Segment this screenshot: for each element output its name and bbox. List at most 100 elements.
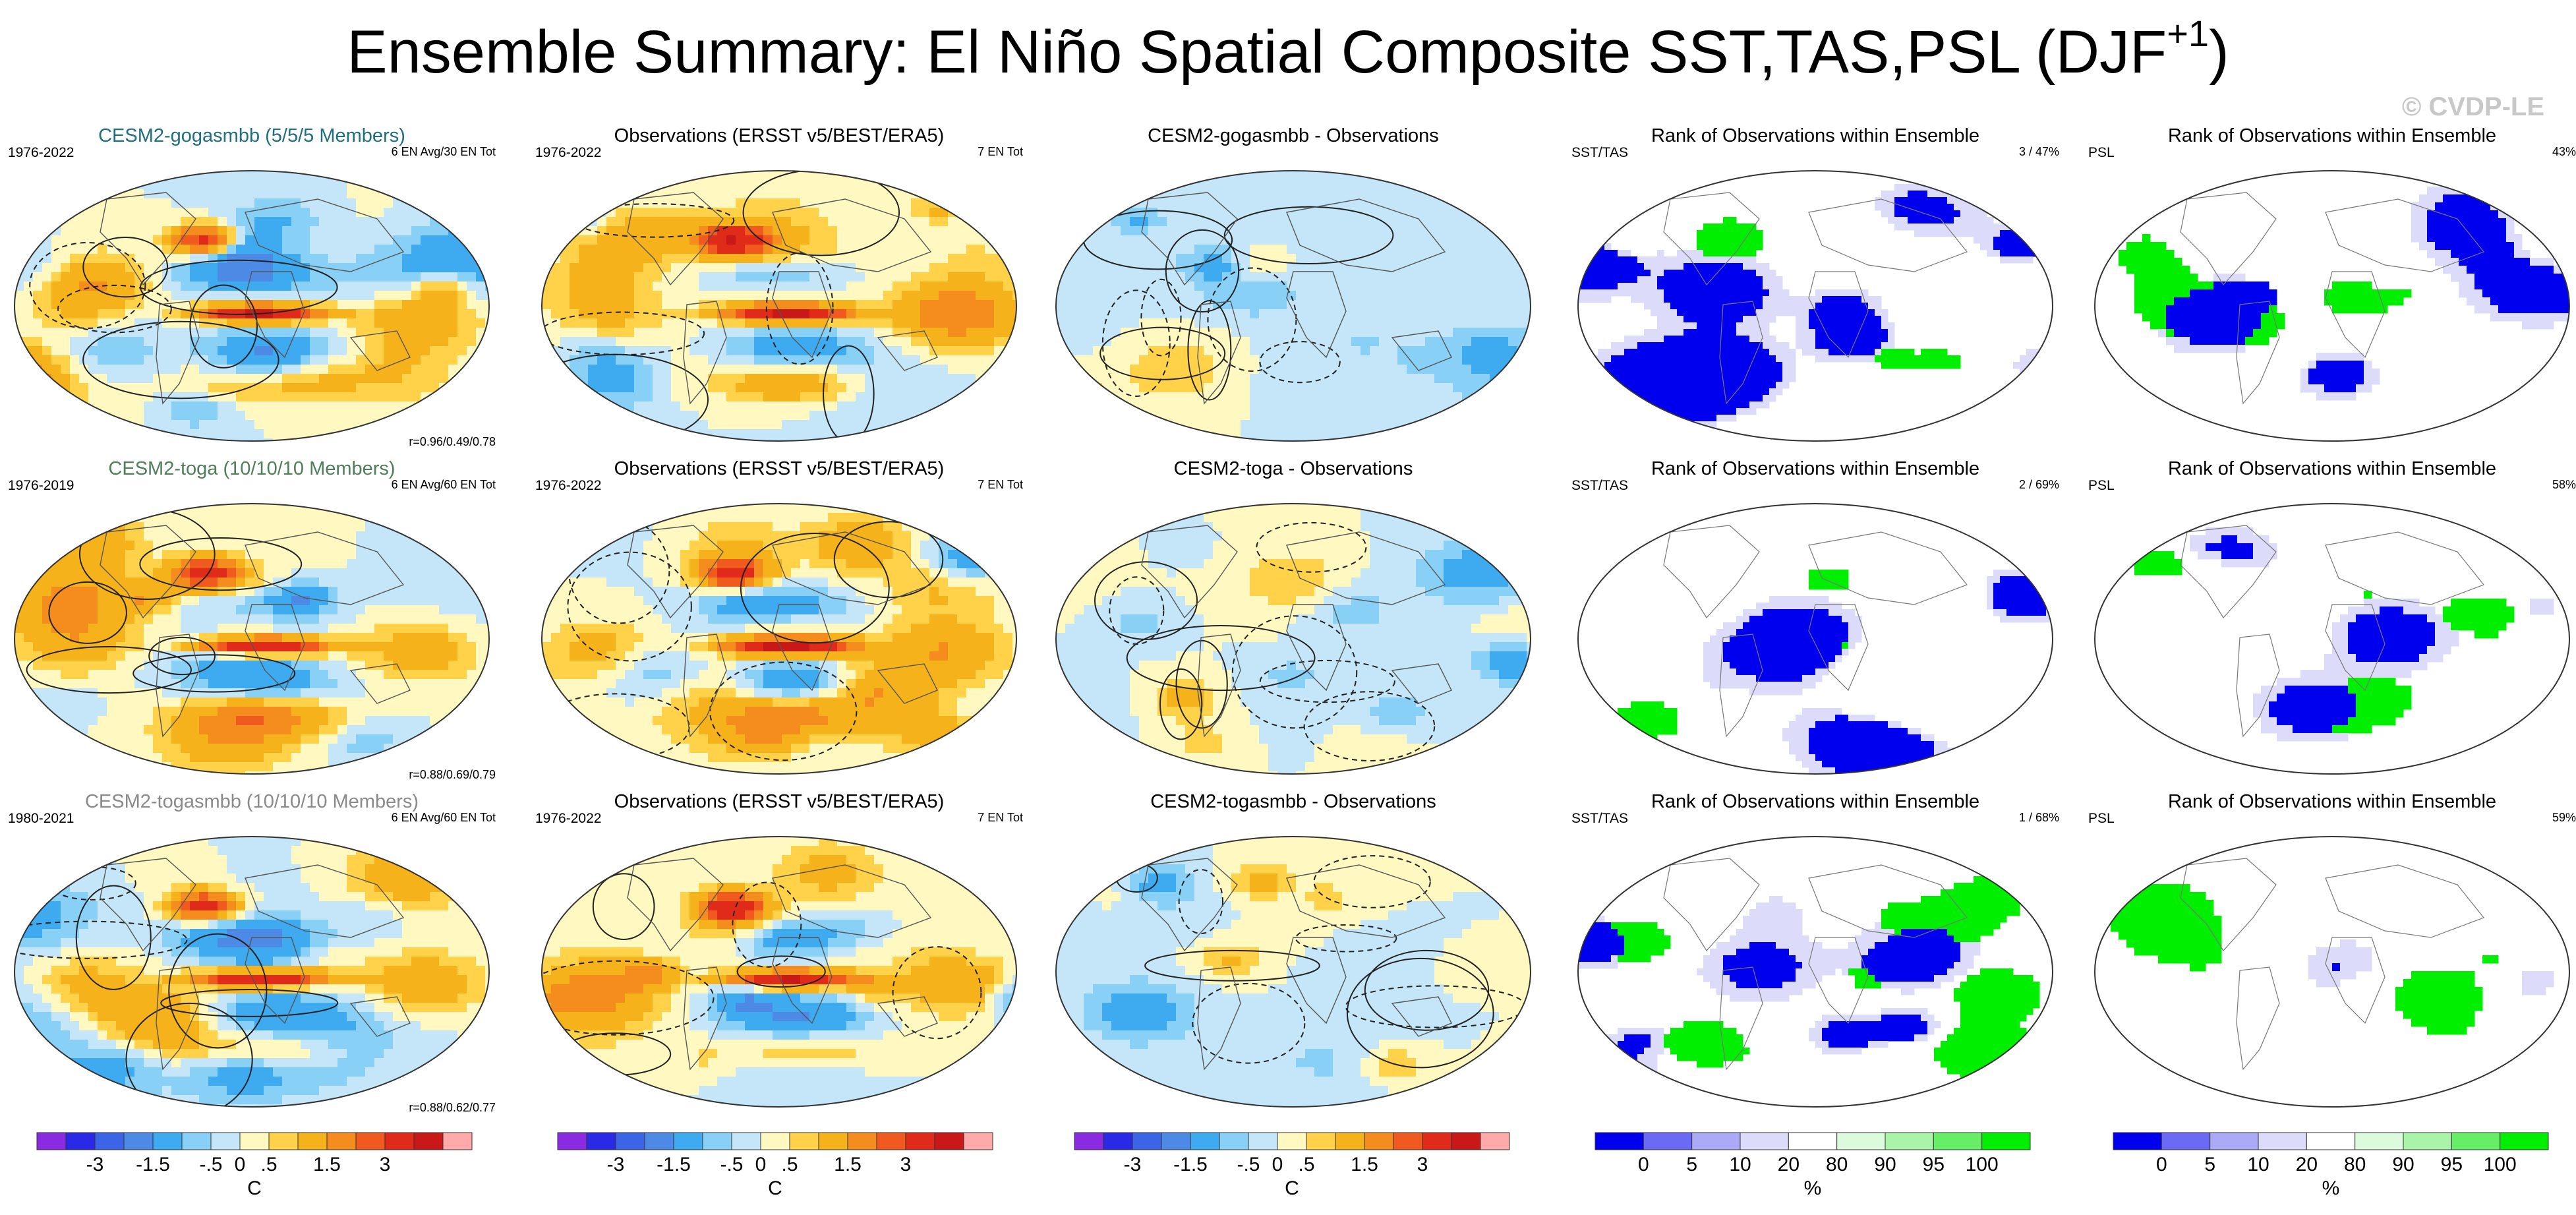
- colorbar-tick-label: 1.5: [834, 1154, 862, 1175]
- coastline: [2325, 271, 2386, 359]
- colorbar-tick-label: -.5: [720, 1154, 743, 1175]
- coastline: [627, 525, 724, 619]
- colorbar-swatch: [1132, 1132, 1162, 1150]
- colorbar-swatch: [789, 1132, 819, 1150]
- psl-contour: [1207, 267, 1297, 372]
- coastline: [245, 864, 405, 938]
- coastline: [156, 966, 200, 1071]
- panel-period: 1976-2022: [535, 145, 602, 160]
- colorbar-tick-label: -1.5: [1173, 1154, 1208, 1175]
- colorbar-swatch: [1364, 1132, 1394, 1150]
- panel-count: 58%: [2552, 478, 2576, 491]
- psl-contour: [1313, 855, 1431, 908]
- coastline: [1141, 858, 1238, 952]
- panel-title: Rank of Observations within Ensemble: [2167, 458, 2497, 479]
- coastline: [772, 937, 833, 1024]
- psl-contour: [139, 537, 303, 591]
- colorbar-swatch: [413, 1132, 444, 1150]
- colorbar-tick-label: 0: [755, 1154, 767, 1175]
- panel-title: Rank of Observations within Ensemble: [1651, 458, 1980, 479]
- coastline: [2180, 858, 2277, 951]
- psl-contour: [833, 521, 944, 599]
- coastline: [2325, 937, 2386, 1024]
- colorbar-swatch: [1306, 1132, 1336, 1150]
- colorbar-swatch: [1788, 1132, 1838, 1150]
- colorbar-swatch: [94, 1132, 125, 1150]
- coastline: [1663, 858, 1760, 951]
- composite-map: [541, 836, 1017, 1108]
- psl-contour: [1101, 289, 1171, 398]
- coastline: [1141, 192, 1238, 286]
- coastline: [877, 996, 938, 1037]
- panel-count: 6 EN Avg/60 EN Tot: [391, 478, 496, 491]
- map-panel: CESM2-togasmbb - Observations: [1049, 791, 1537, 1121]
- colorbar-tick-label: -3: [607, 1154, 625, 1175]
- coastline: [245, 198, 405, 272]
- coastline: [2325, 604, 2386, 692]
- coastline: [2236, 301, 2280, 405]
- colorbar-swatch: [65, 1132, 96, 1150]
- coastline: [349, 330, 411, 371]
- psl-contour: [1192, 982, 1306, 1064]
- map-border: [2094, 170, 2570, 442]
- composite-map: [1055, 836, 1531, 1108]
- colorbar-swatch: [2403, 1132, 2452, 1150]
- coastline: [1808, 531, 1968, 605]
- colorbar-swatch: [297, 1132, 328, 1150]
- psl-contour: [1259, 659, 1395, 703]
- colorbar-swatch: [2113, 1132, 2162, 1150]
- panel-title: CESM2-toga - Observations: [1173, 458, 1413, 479]
- psl-contour: [1126, 624, 1316, 692]
- panel-period: 1976-2022: [535, 478, 602, 493]
- rank-field: [2095, 504, 2569, 774]
- map-field: [542, 837, 1016, 1107]
- coastline: [349, 663, 411, 704]
- colorbar-tick-label: 90: [2392, 1154, 2414, 1175]
- colorbar-tick-label: 10: [2247, 1154, 2269, 1175]
- map-border: [14, 836, 490, 1108]
- coastline: [156, 301, 200, 405]
- coastline: [2236, 634, 2280, 738]
- colorbar-swatch: [876, 1132, 906, 1150]
- panel-period: SST/TAS: [1571, 811, 1628, 826]
- colorbar-swatch: [905, 1132, 935, 1150]
- colorbar-swatch: [1740, 1132, 1789, 1150]
- coastline: [1286, 198, 1446, 272]
- colorbar-swatch: [731, 1132, 761, 1150]
- psl-contour: [1159, 668, 1203, 740]
- psl-contour: [1295, 924, 1397, 953]
- coastline: [245, 531, 405, 605]
- map-panel: CESM2-toga - Observations: [1049, 458, 1537, 788]
- colorbar-tick-label: -.5: [1237, 1154, 1260, 1175]
- map-border: [14, 503, 490, 775]
- coastline: [683, 634, 727, 738]
- rank-colorbar: 0 5 10 20 80 90 95 100%: [1593, 1121, 2080, 1213]
- map-panel: Rank of Observations within Ensemble SST/…: [1571, 458, 2059, 788]
- colorbar-swatch: [644, 1132, 674, 1150]
- colorbar-tick-label: 20: [1778, 1154, 1800, 1175]
- coastline: [1286, 937, 1347, 1024]
- panel-count: 1 / 68%: [2018, 811, 2059, 824]
- psl-contour: [125, 1002, 253, 1107]
- colorbar-tick-label: 95: [2441, 1154, 2463, 1175]
- panel-count: 7 EN Tot: [978, 811, 1023, 824]
- panel-period: PSL: [2088, 478, 2115, 493]
- colorbar-swatch: [1480, 1132, 1510, 1150]
- map-panel: CESM2-toga (10/10/10 Members) 1976-2019 6 …: [8, 458, 496, 788]
- rank-map: [1577, 503, 2053, 775]
- psl-contour: [567, 551, 692, 662]
- coastline: [1808, 864, 1968, 938]
- psl-contour: [592, 873, 655, 940]
- colorbar-tick-label: 100: [2484, 1154, 2517, 1175]
- pattern-correlation: r=0.88/0.69/0.79: [409, 768, 496, 781]
- panel-period: PSL: [2088, 811, 2115, 826]
- psl-contour: [740, 532, 890, 644]
- map-border: [1577, 836, 2053, 1108]
- coastline: [1197, 966, 1241, 1071]
- colorbar-tick-label: 90: [1874, 1154, 1896, 1175]
- psl-contour: [82, 237, 169, 298]
- rank-colorbar: 0 5 10 20 80 90 95 100%: [2111, 1121, 2576, 1213]
- map-panel: Rank of Observations within Ensemble PSL 5…: [2088, 791, 2576, 1121]
- map-panel: CESM2-gogasmbb - Observations: [1049, 125, 1537, 455]
- colorbar-swatch: [2161, 1132, 2211, 1150]
